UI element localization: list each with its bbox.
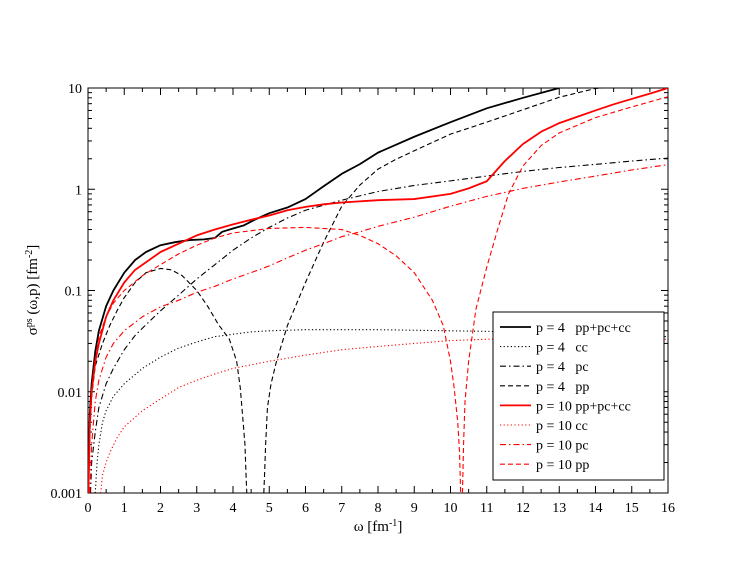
legend: p = 4 pp+pc+cc p = 4 cc p = 4 pc p = 4 pp p …: [492, 311, 665, 481]
x-tick-label: 14: [589, 501, 603, 516]
legend-label-5: p = 10 cc: [536, 419, 588, 434]
legend-label-3: p = 4 pp: [536, 380, 589, 395]
x-tick-label: 6: [302, 501, 309, 516]
legend-box: [492, 311, 665, 481]
y-tick-label: 0.001: [51, 487, 83, 502]
x-tick-label: 12: [516, 501, 530, 516]
series-line-1: [94, 329, 668, 493]
y-tick-label: 10: [68, 82, 82, 97]
legend-label-0: p = 4 pp+pc+cc: [536, 321, 631, 336]
legend-label-2: p = 4 pc: [536, 360, 589, 375]
x-tick-label: 0: [85, 501, 92, 516]
y-tick-label: 1: [75, 183, 82, 198]
legend-label-1: p = 4 cc: [536, 341, 588, 356]
x-tick-label: 16: [661, 501, 675, 516]
x-tick-label: 4: [230, 501, 237, 516]
x-tick-label: 2: [157, 501, 164, 516]
y-axis-title: σps (ω,p) [fm-2]: [24, 245, 42, 336]
x-axis-title: ω [fm-1]: [354, 518, 403, 536]
series-line-6: [89, 164, 668, 493]
x-tick-label: 8: [375, 501, 382, 516]
x-tick-label: 15: [625, 501, 639, 516]
x-tick-label: 7: [338, 501, 345, 516]
legend-label-6: p = 10 pc: [536, 439, 589, 454]
x-tick-label: 10: [444, 501, 458, 516]
x-tick-label: 9: [411, 501, 418, 516]
x-tick-label: 5: [266, 501, 273, 516]
series-line-2: [89, 157, 668, 493]
series-line-7: [88, 96, 668, 493]
x-tick-label: 11: [480, 501, 493, 516]
legend-label-4: p = 10 pp+pc+cc: [536, 399, 631, 414]
series-line-3: [88, 88, 603, 493]
x-tick-label: 13: [552, 501, 566, 516]
legend-label-7: p = 10 pp: [536, 458, 589, 473]
series-line-0: [88, 88, 560, 493]
series-line-4: [88, 88, 668, 493]
x-tick-label: 1: [121, 501, 128, 516]
y-tick-label: 0.01: [58, 386, 83, 401]
y-tick-label: 0.1: [65, 285, 83, 300]
x-tick-label: 3: [193, 501, 200, 516]
